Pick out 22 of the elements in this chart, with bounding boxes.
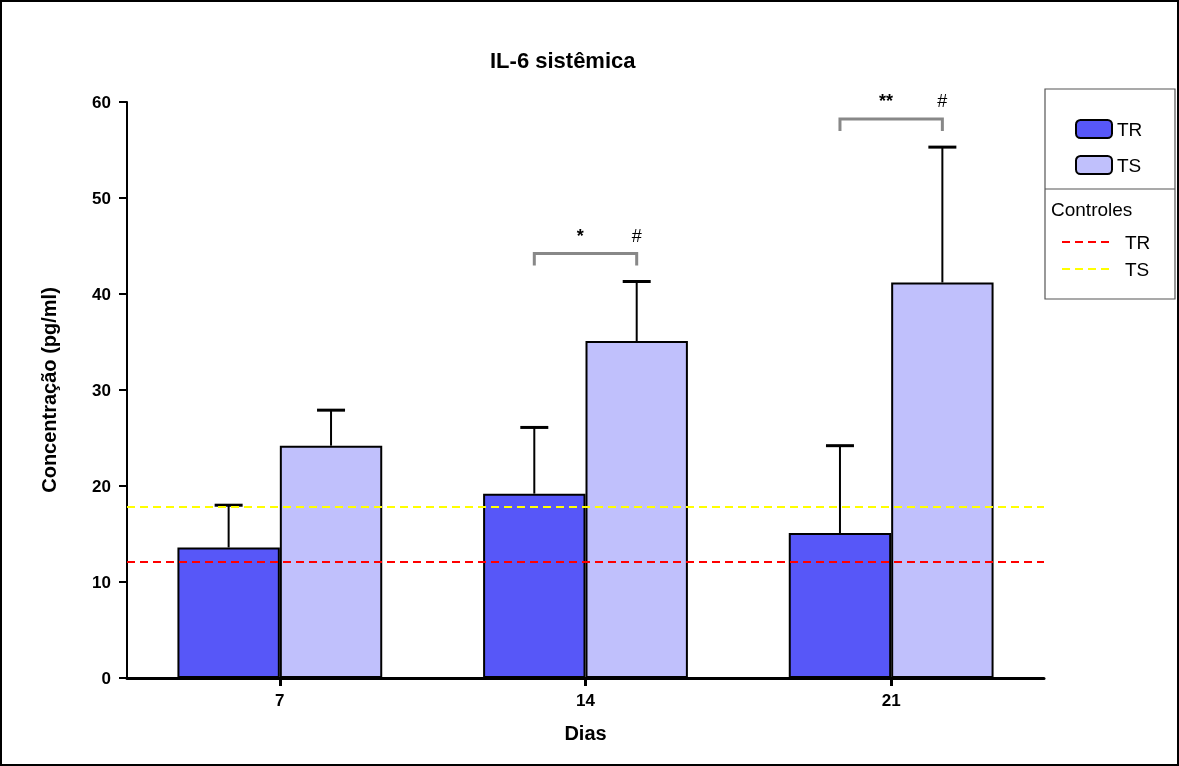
legend-title: Controles [1051, 198, 1133, 220]
y-tick-label: 50 [92, 188, 111, 208]
y-tick-label: 0 [101, 668, 111, 688]
y-tick-label: 30 [92, 380, 111, 400]
y-tick-label: 20 [92, 476, 111, 496]
x-tick-label: 14 [576, 691, 596, 710]
annotation: ** [879, 91, 894, 112]
y-tick-label: 10 [92, 572, 111, 592]
annotation: * [576, 225, 584, 246]
x-tick-label: 21 [881, 691, 901, 710]
legend-label: TR [1125, 231, 1151, 253]
y-axis-title: Concentração (pg/ml) [38, 287, 60, 493]
legend-label: TS [1125, 258, 1150, 280]
chart-title: IL-6 sistêmica [490, 47, 637, 73]
legend-label: TS [1117, 154, 1142, 176]
x-axis-title: Dias [564, 722, 607, 744]
annotation: # [631, 225, 642, 246]
y-tick-label: 40 [92, 284, 111, 304]
legend-label: TR [1117, 118, 1143, 140]
annotation: # [937, 91, 948, 112]
y-tick-label: 60 [92, 92, 111, 112]
x-tick-label: 7 [275, 691, 285, 710]
